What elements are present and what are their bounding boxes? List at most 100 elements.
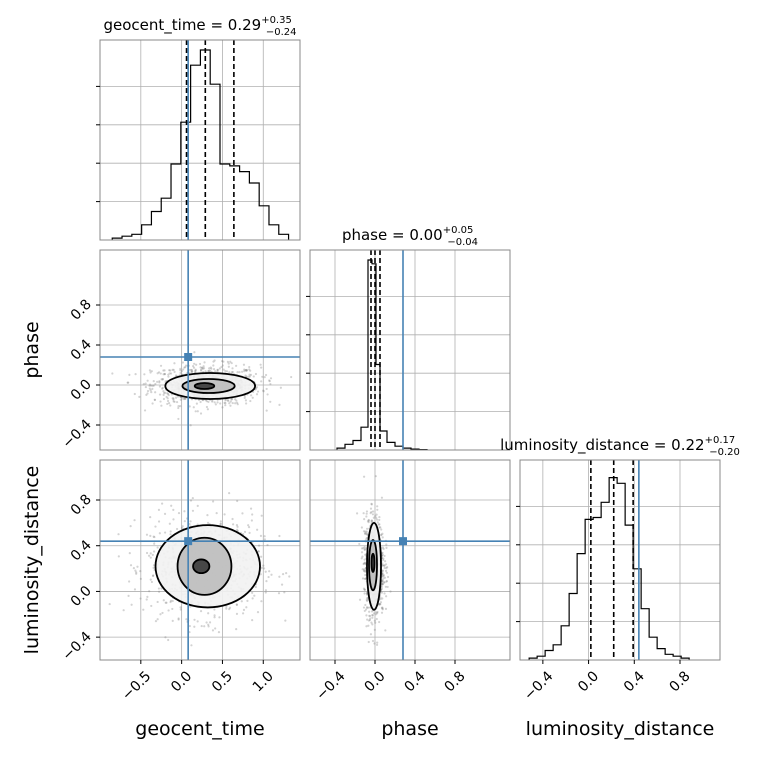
scatter-point bbox=[224, 404, 227, 407]
scatter-point bbox=[148, 369, 152, 372]
panel-frame bbox=[99, 249, 301, 451]
scatter-point bbox=[383, 576, 387, 579]
scatter-point bbox=[132, 567, 135, 570]
scatter-point bbox=[193, 351, 196, 354]
scatter-point bbox=[245, 375, 248, 378]
histogram-panel-phase bbox=[310, 250, 510, 450]
scatter-point bbox=[172, 508, 175, 511]
scatter-point bbox=[247, 375, 250, 378]
scatter-point bbox=[374, 613, 378, 616]
scatter-point bbox=[380, 585, 383, 588]
scatter-point bbox=[208, 369, 211, 372]
scatter-point bbox=[133, 392, 136, 396]
scatter-point bbox=[177, 511, 181, 515]
scatter-point bbox=[241, 512, 244, 515]
scatter-point bbox=[363, 592, 366, 595]
scatter-point bbox=[385, 546, 388, 549]
scatter-point bbox=[385, 580, 388, 583]
scatter-point bbox=[164, 636, 167, 639]
scatter-point bbox=[157, 587, 161, 590]
scatter-point bbox=[378, 602, 381, 606]
scatter-point bbox=[174, 396, 178, 399]
scatter-point bbox=[249, 373, 253, 376]
scatter-point bbox=[230, 361, 233, 365]
scatter-point bbox=[174, 374, 178, 377]
scatter-point bbox=[361, 568, 364, 571]
x-tick-label: 0.4 bbox=[402, 668, 429, 695]
scatter-point bbox=[180, 370, 183, 373]
scatter-point bbox=[168, 522, 171, 525]
scatter-point bbox=[358, 542, 361, 546]
scatter-point bbox=[235, 603, 238, 606]
scatter-point bbox=[151, 387, 154, 390]
scatter-point bbox=[201, 366, 204, 369]
scatter-point bbox=[179, 398, 182, 401]
scatter-point bbox=[111, 372, 114, 375]
scatter-point bbox=[380, 496, 384, 499]
scatter-point bbox=[159, 400, 162, 403]
scatter-point bbox=[224, 399, 227, 402]
scatter-point bbox=[171, 607, 174, 611]
scatter-point bbox=[122, 609, 125, 612]
scatter-point bbox=[368, 614, 371, 617]
scatter-point bbox=[374, 515, 377, 518]
scatter-point bbox=[251, 597, 254, 600]
scatter-point bbox=[148, 383, 152, 386]
scatter-point bbox=[164, 391, 167, 395]
title-upper: +0.05 bbox=[443, 225, 474, 236]
scatter-point bbox=[228, 402, 231, 405]
scatter-point bbox=[231, 517, 234, 521]
scatter-point bbox=[211, 400, 214, 403]
x-axis-label-geocent_time: geocent_time bbox=[135, 718, 264, 740]
scatter-point bbox=[280, 583, 284, 586]
scatter-point bbox=[219, 523, 222, 526]
scatter-point bbox=[156, 546, 159, 549]
scatter-point bbox=[283, 591, 286, 594]
scatter-point bbox=[367, 518, 370, 522]
title-upper: +0.17 bbox=[705, 435, 736, 446]
scatter-point bbox=[163, 369, 166, 372]
scatter-point bbox=[381, 564, 384, 567]
scatter-point bbox=[362, 606, 366, 609]
scatter-point bbox=[243, 370, 246, 373]
scatter-point bbox=[363, 568, 366, 571]
contour-level-0 bbox=[366, 521, 382, 611]
scatter-point bbox=[228, 608, 231, 611]
scatter-point bbox=[254, 372, 258, 376]
scatter-point bbox=[370, 503, 373, 506]
scatter-point bbox=[162, 393, 165, 397]
scatter-point bbox=[380, 528, 383, 531]
scatter-point bbox=[160, 378, 163, 381]
scatter-point bbox=[264, 570, 267, 573]
scatter-point bbox=[370, 520, 373, 523]
scatter-point bbox=[219, 520, 222, 523]
y-tick-label: 0.8 bbox=[68, 492, 95, 519]
scatter-point bbox=[195, 402, 198, 405]
scatter-point bbox=[205, 621, 208, 624]
scatter-point bbox=[154, 620, 158, 623]
scatter-point bbox=[230, 371, 234, 374]
scatter-point bbox=[177, 406, 180, 410]
scatter-point bbox=[256, 611, 260, 614]
scatter-point bbox=[216, 370, 219, 373]
scatter-point bbox=[365, 592, 368, 595]
scatter-point bbox=[235, 524, 239, 527]
scatter-point bbox=[246, 599, 249, 602]
scatter-point bbox=[362, 562, 365, 566]
scatter-point bbox=[161, 387, 164, 390]
scatter-point bbox=[181, 361, 184, 364]
scatter-point bbox=[149, 384, 153, 387]
contour-level-1 bbox=[176, 536, 233, 596]
scatter-point bbox=[212, 500, 215, 503]
scatter-panel-luminosity_distance-vs-geocent_time bbox=[100, 460, 300, 660]
scatter-point bbox=[236, 371, 239, 374]
contour-level-1 bbox=[368, 539, 378, 592]
scatter-point bbox=[362, 530, 366, 533]
scatter-point bbox=[150, 391, 153, 394]
scatter-point bbox=[370, 502, 373, 506]
scatter-point bbox=[245, 606, 248, 609]
histogram-step-luminosity_distance bbox=[528, 477, 690, 660]
scatter-point bbox=[362, 587, 366, 590]
scatter-point bbox=[379, 534, 383, 537]
scatter-point bbox=[161, 378, 164, 381]
